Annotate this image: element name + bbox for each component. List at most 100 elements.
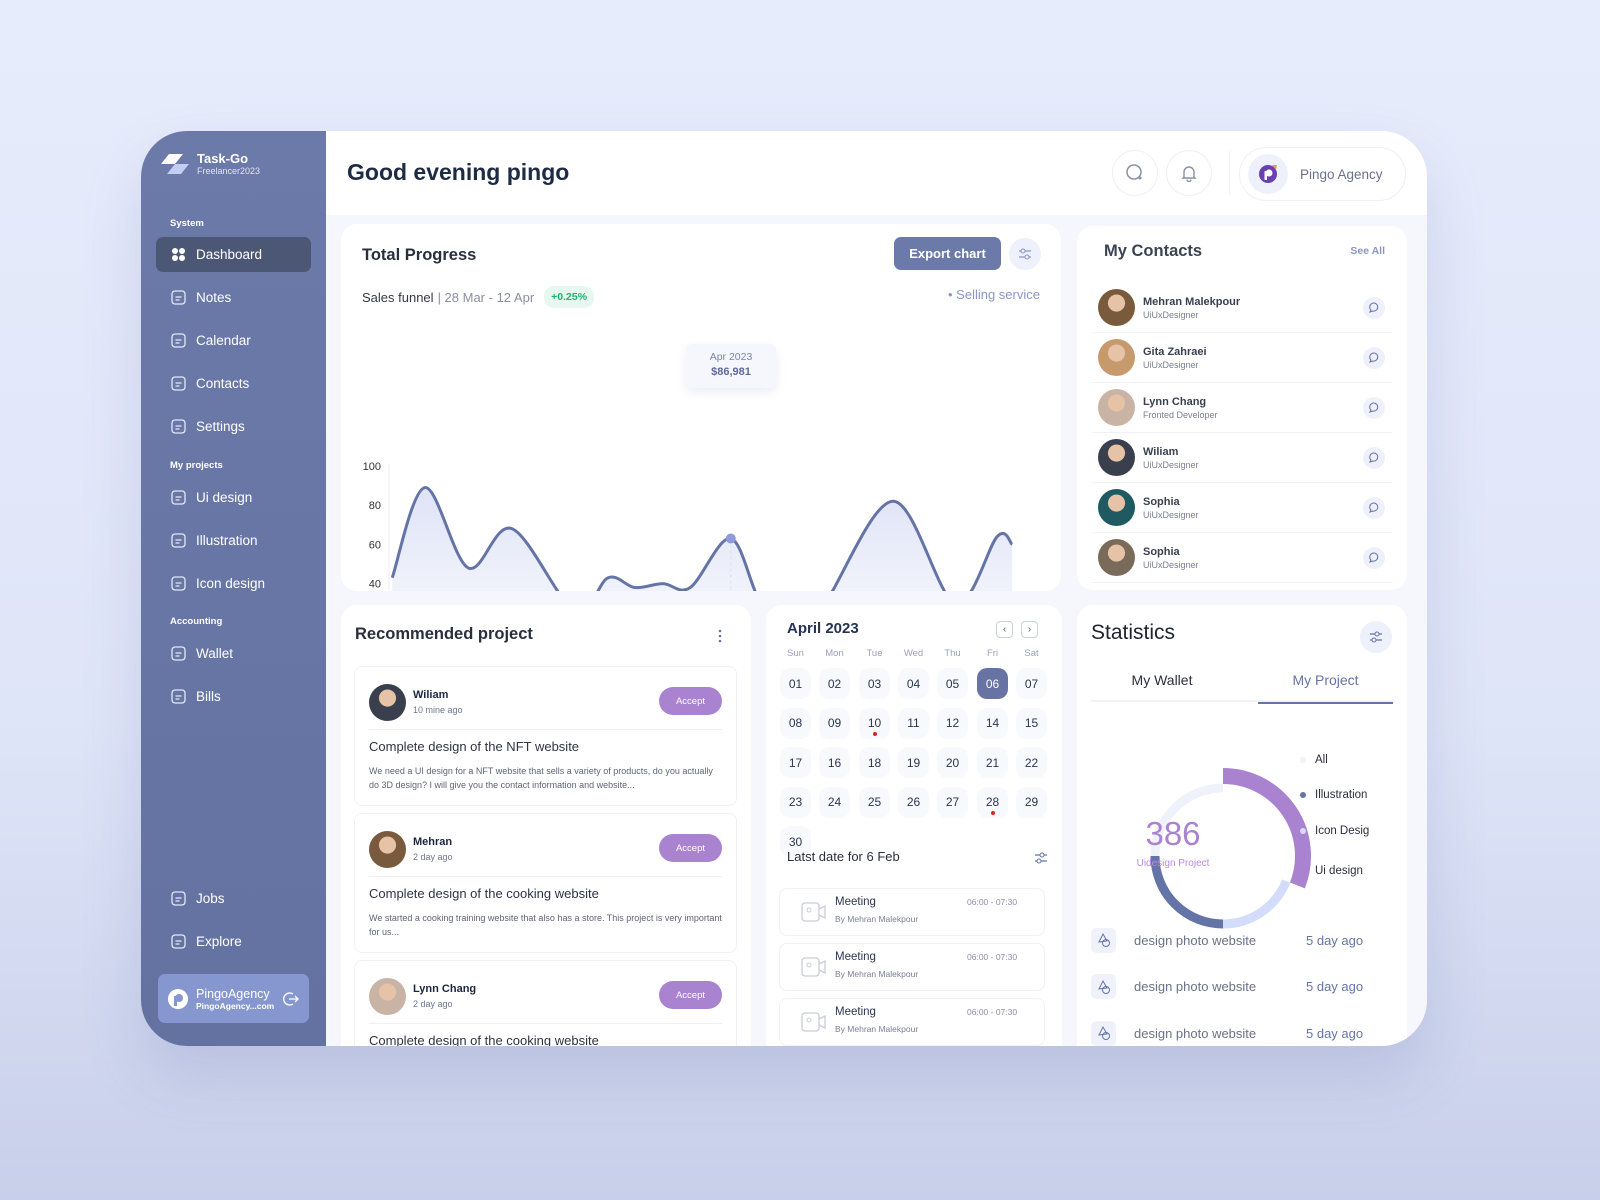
message-button[interactable] <box>1363 396 1385 419</box>
legend-item[interactable]: Ui design <box>1300 865 1363 877</box>
sidebar-item-dashboard[interactable]: Dashboard <box>156 237 311 272</box>
tab-my-project[interactable]: My Project <box>1258 672 1393 704</box>
project-card[interactable]: Mehran 2 day ago Accept Complete design of … <box>354 813 737 953</box>
total-progress-card: Total Progress Export chart Sales funnel… <box>341 224 1061 591</box>
calendar-day[interactable]: 06 <box>977 668 1008 699</box>
sliders-icon[interactable] <box>1033 850 1049 866</box>
brand-logo[interactable]: Task-Go Freelancer2023 <box>161 151 260 176</box>
calendar-day[interactable]: 22 <box>1016 747 1047 778</box>
contact-row[interactable]: Wiliam UiUxDesigner <box>1092 433 1392 483</box>
legend-dot <box>1300 868 1306 874</box>
sidebar-item-bills[interactable]: Bills <box>156 679 311 714</box>
meeting-item[interactable]: Meeting By Mehran Malekpour 06:00 - 07:30 <box>779 888 1045 936</box>
calendar-day[interactable]: 20 <box>937 747 968 778</box>
account-card[interactable]: PingoAgency PingoAgency...com <box>158 974 309 1023</box>
sidebar-item-jobs[interactable]: Jobs <box>156 881 311 916</box>
calendar-day[interactable]: 15 <box>1016 707 1047 739</box>
more-options-icon[interactable] <box>717 629 723 643</box>
calendar-day[interactable]: 02 <box>819 668 850 699</box>
calendar-day[interactable]: 16 <box>819 747 850 778</box>
calendar-day[interactable]: 14 <box>977 707 1008 739</box>
calendar-day[interactable]: 18 <box>859 747 890 778</box>
contact-row[interactable]: Gita Zahraei UiUxDesigner <box>1092 333 1392 383</box>
profile-menu[interactable]: Pingo Agency <box>1239 147 1406 201</box>
accept-button[interactable]: Accept <box>659 687 722 715</box>
contact-role: UiUxDesigner <box>1143 359 1199 370</box>
sidebar-item-ui-design[interactable]: Ui design <box>156 480 311 515</box>
calendar-day[interactable]: 11 <box>898 707 929 739</box>
sidebar-item-icon-design[interactable]: Icon design <box>156 566 311 601</box>
calendar-day[interactable]: 19 <box>898 747 929 778</box>
see-all-link[interactable]: See All <box>1350 245 1385 257</box>
search-button[interactable] <box>1112 150 1158 196</box>
meeting-item[interactable]: Meeting By Mehran Malekpour 06:00 - 07:30 <box>779 998 1045 1046</box>
wallet-icon <box>171 646 186 661</box>
calendar-day[interactable]: 24 <box>819 786 850 818</box>
calendar-day[interactable]: 26 <box>898 786 929 818</box>
meeting-item[interactable]: Meeting By Mehran Malekpour 06:00 - 07:30 <box>779 943 1045 991</box>
message-button[interactable] <box>1363 296 1385 319</box>
calendar-day[interactable]: 05 <box>937 668 968 699</box>
legend-dot <box>1300 792 1306 798</box>
activity-row[interactable]: design photo website 5 day ago <box>1091 1018 1391 1046</box>
message-button[interactable] <box>1363 446 1385 469</box>
tab-my-wallet[interactable]: My Wallet <box>1131 672 1193 688</box>
contact-row[interactable]: Mehran Malekpour UiUxDesigner <box>1092 283 1392 333</box>
message-button[interactable] <box>1363 546 1385 569</box>
project-card[interactable]: Wiliam 10 mine ago Accept Complete design o… <box>354 666 737 806</box>
sidebar-item-explore[interactable]: Explore <box>156 924 311 959</box>
calendar-day[interactable]: 10 <box>859 707 890 739</box>
sidebar-item-calendar[interactable]: Calendar <box>156 323 311 358</box>
accept-button[interactable]: Accept <box>659 981 722 1009</box>
calendar-day[interactable]: 17 <box>780 747 811 778</box>
project-card[interactable]: Lynn Chang 2 day ago Accept Complete design… <box>354 960 737 1046</box>
notifications-button[interactable] <box>1166 150 1212 196</box>
calendar-day[interactable]: 01 <box>780 668 811 699</box>
calendar-day[interactable]: 23 <box>780 786 811 818</box>
export-chart-button[interactable]: Export chart <box>894 237 1001 270</box>
sidebar-item-settings[interactable]: Settings <box>156 409 311 444</box>
chart-filter-button[interactable] <box>1009 238 1041 270</box>
sidebar-item-notes[interactable]: Notes <box>156 280 311 315</box>
calendar-day[interactable]: 04 <box>898 668 929 699</box>
calendar-day[interactable]: 12 <box>937 707 968 739</box>
contact-row[interactable]: Lynn Chang Fronted Developer <box>1092 383 1392 433</box>
statistics-filter-button[interactable] <box>1360 621 1392 653</box>
calendar-day[interactable]: 03 <box>859 668 890 699</box>
prev-month-button[interactable]: ‹ <box>996 621 1013 638</box>
sidebar-item-label: Notes <box>196 290 232 305</box>
calendar-day[interactable]: 29 <box>1016 786 1047 818</box>
sales-funnel-row: Sales funnel | 28 Mar - 12 Apr +0.25% <box>362 286 595 308</box>
sidebar-item-wallet[interactable]: Wallet <box>156 636 311 671</box>
calendar-day[interactable]: 25 <box>859 786 890 818</box>
contact-row[interactable]: Sophia UiUxDesigner <box>1092 533 1392 583</box>
activity-row[interactable]: design photo website 5 day ago <box>1091 972 1391 1002</box>
legend-selling-service[interactable]: • Selling service <box>948 287 1040 302</box>
legend-item[interactable]: Illustration <box>1300 789 1367 801</box>
calendar-day[interactable]: 07 <box>1016 668 1047 699</box>
activity-row[interactable]: design photo website 5 day ago <box>1091 925 1391 955</box>
accept-button[interactable]: Accept <box>659 834 722 862</box>
message-button[interactable] <box>1363 346 1385 369</box>
contact-role: UiUxDesigner <box>1143 559 1199 570</box>
event-dot <box>991 810 995 815</box>
calendar-day[interactable]: 09 <box>819 707 850 739</box>
divider <box>369 1023 722 1024</box>
legend-item[interactable]: All <box>1300 754 1328 766</box>
sidebar-item-contacts[interactable]: Contacts <box>156 366 311 401</box>
calendar-day[interactable]: 30 <box>780 826 811 857</box>
calendar-card: April 2023 ‹ › Sun Mon Tue Wed Thu Fri Sat 01 02… <box>766 605 1062 1046</box>
legend-item[interactable]: Icon Desig <box>1300 825 1369 837</box>
sliders-icon <box>1370 631 1382 643</box>
logout-icon[interactable] <box>283 991 299 1007</box>
calendar-day[interactable]: 28 <box>977 786 1008 818</box>
calendar-day[interactable]: 08 <box>780 707 811 739</box>
calendar-day[interactable]: 27 <box>937 786 968 818</box>
contact-info: Sophia UiUxDesigner <box>1143 496 1199 520</box>
next-month-button[interactable]: › <box>1021 621 1038 638</box>
calendar-day[interactable]: 21 <box>977 747 1008 778</box>
legend-dot <box>1300 828 1306 834</box>
contact-row[interactable]: Sophia UiUxDesigner <box>1092 483 1392 533</box>
sidebar-item-illustration[interactable]: Illustration <box>156 523 311 558</box>
message-button[interactable] <box>1363 496 1385 519</box>
